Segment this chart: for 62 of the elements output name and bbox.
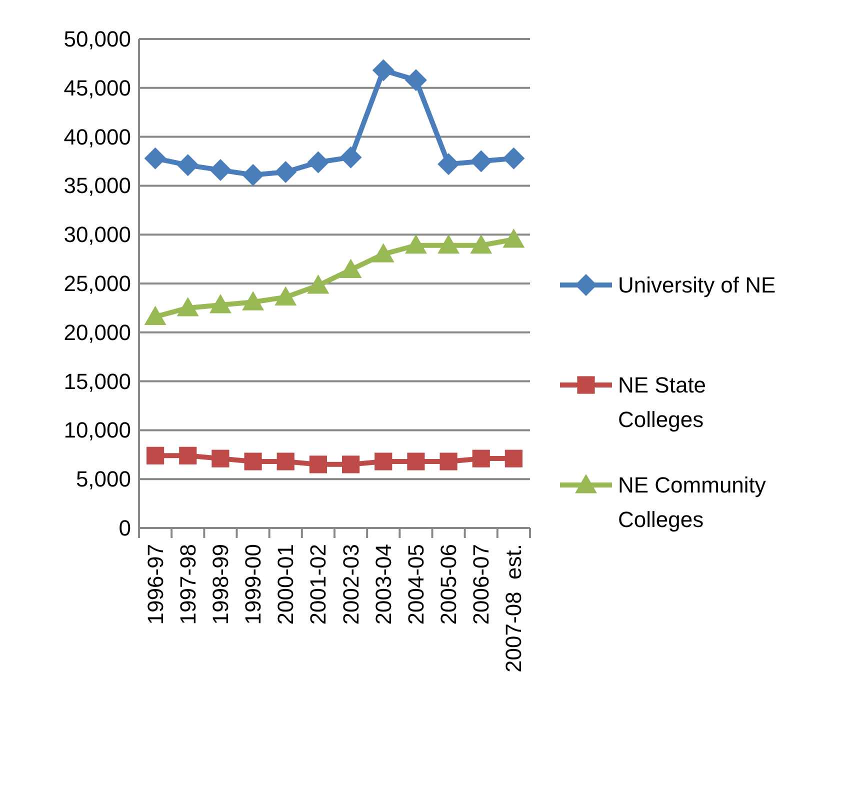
y-tick-label: 35,000 — [64, 173, 131, 198]
point — [440, 452, 458, 470]
point — [146, 446, 164, 464]
point — [244, 452, 262, 470]
y-tick-label: 45,000 — [64, 75, 131, 100]
y-tick-label: 15,000 — [64, 368, 131, 394]
point — [242, 291, 264, 310]
x-tick-label: 1996-97 — [142, 544, 168, 625]
point — [472, 450, 490, 468]
legend-label: NE State Colleges — [618, 372, 706, 432]
x-tick-label: 1998-99 — [208, 544, 233, 625]
point — [470, 150, 492, 172]
point — [209, 294, 232, 314]
point — [309, 456, 328, 474]
x-tick-label: 2002-03 — [338, 544, 364, 625]
point — [404, 234, 427, 254]
y-tick-label: 5,000 — [76, 466, 131, 492]
y-tick-label: 10,000 — [64, 418, 131, 443]
x-tick-label: 2000-01 — [273, 544, 298, 625]
point — [372, 59, 394, 82]
point — [438, 234, 460, 254]
y-tick-label: 30,000 — [64, 222, 131, 248]
point — [144, 306, 166, 325]
point — [502, 147, 525, 170]
point — [212, 450, 230, 468]
point — [144, 147, 166, 170]
point — [176, 296, 199, 316]
y-tick-label: 50,000 — [64, 26, 131, 52]
point — [340, 258, 362, 278]
legend-label: University of NE — [618, 272, 776, 298]
point — [274, 286, 297, 306]
x-tick-label: 1999-00 — [240, 544, 266, 625]
point — [404, 69, 427, 92]
point — [470, 234, 492, 254]
x-tick-label: 2004-05 — [403, 544, 428, 625]
x-tick-label: 2006-07 — [468, 544, 494, 625]
point — [307, 274, 330, 294]
point — [242, 164, 264, 186]
point — [504, 450, 523, 468]
x-tick-label: 2007-08 est. — [501, 544, 526, 672]
point — [307, 151, 330, 174]
point — [407, 452, 425, 470]
x-tick-label: 2001-02 — [306, 544, 331, 625]
y-tick-label: 20,000 — [64, 320, 131, 345]
y-tick-label: 0 — [118, 516, 131, 540]
point — [209, 159, 232, 182]
x-tick-label: 2003-04 — [370, 544, 396, 625]
y-tick-label: 40,000 — [64, 124, 131, 150]
point — [274, 161, 297, 184]
point — [179, 446, 197, 464]
x-tick-label: 1997-98 — [175, 544, 200, 625]
y-tick-label: 25,000 — [64, 271, 131, 296]
point — [340, 146, 362, 168]
legend-label: NE Community Colleges — [618, 472, 766, 532]
point — [342, 456, 360, 474]
point — [502, 228, 525, 248]
point — [276, 452, 294, 470]
point — [438, 153, 460, 176]
x-tick-label: 2005-06 — [436, 544, 462, 625]
point — [176, 154, 199, 176]
point — [374, 452, 392, 470]
point — [372, 243, 394, 262]
